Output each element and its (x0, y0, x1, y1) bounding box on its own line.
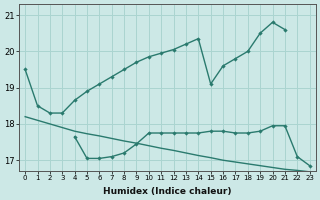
X-axis label: Humidex (Indice chaleur): Humidex (Indice chaleur) (103, 187, 232, 196)
